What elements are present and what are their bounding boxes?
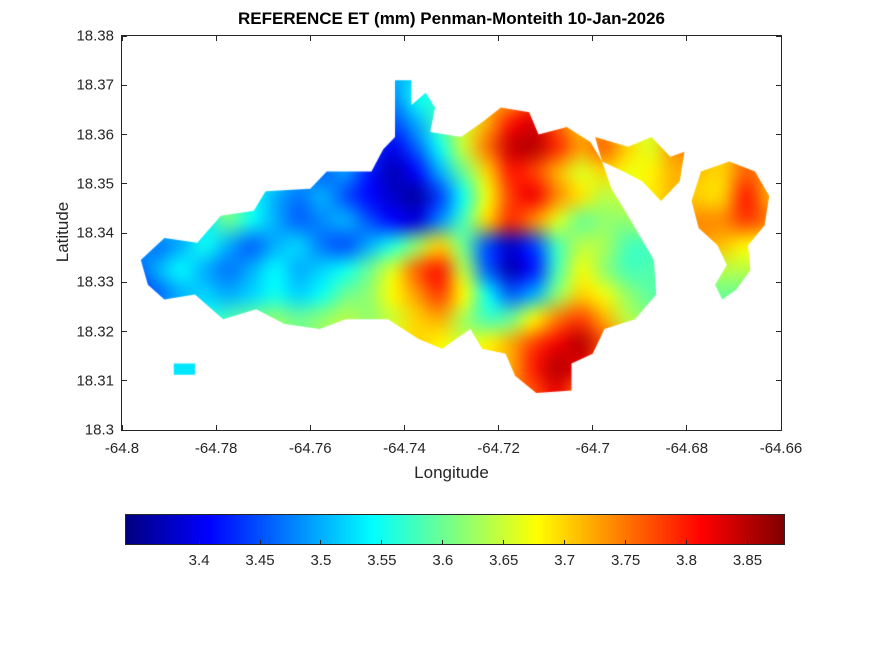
y-tick-mark <box>776 183 781 185</box>
colorbar-tick-label: 3.65 <box>489 552 519 569</box>
colorbar-tick-label: 3.4 <box>188 552 210 569</box>
colorbar-tick-label: 3.6 <box>432 552 454 569</box>
x-tick-label: -64.66 <box>759 440 803 457</box>
colorbar-tick-mark <box>198 540 200 544</box>
colorbar-canvas <box>126 515 784 544</box>
y-tick-mark <box>776 281 781 283</box>
colorbar-tick-label: 3.85 <box>732 552 763 569</box>
colorbar-tick-mark <box>746 540 748 544</box>
x-tick-label: -64.68 <box>665 440 709 457</box>
y-tick-mark <box>776 84 781 86</box>
x-tick-label: -64.76 <box>289 440 332 457</box>
colorbar-tick-label: 3.45 <box>245 552 275 569</box>
y-tick-mark <box>122 183 127 185</box>
y-tick-mark <box>122 281 127 283</box>
colorbar-tick-mark <box>320 540 322 544</box>
x-tick-mark <box>309 425 311 430</box>
y-tick-label: 18.3 <box>84 421 114 439</box>
colorbar-tick-mark <box>686 540 688 544</box>
x-tick-label: -64.7 <box>575 440 610 457</box>
y-tick-mark <box>122 35 127 37</box>
chart-title: REFERENCE ET (mm) Penman-Monteith 10-Jan… <box>238 9 665 28</box>
x-axis-label: Longitude <box>414 463 489 482</box>
y-tick-mark <box>122 380 127 382</box>
x-tick-mark <box>498 36 500 41</box>
y-tick-label: 18.32 <box>76 323 114 340</box>
colorbar-tick-label: 3.55 <box>367 552 397 569</box>
y-tick-label: 18.31 <box>76 372 114 390</box>
y-tick-mark <box>122 232 127 234</box>
colorbar-tick-label: 3.7 <box>554 552 576 569</box>
colorbar <box>125 514 785 545</box>
x-tick-mark <box>498 425 500 430</box>
y-tick-label: 18.35 <box>76 175 114 193</box>
colorbar-tick-label: 3.75 <box>610 552 641 569</box>
x-tick-mark <box>121 36 123 41</box>
x-tick-mark <box>403 36 405 41</box>
y-tick-mark <box>776 232 781 234</box>
y-tick-label: 18.37 <box>76 76 114 94</box>
colorbar-tick-mark <box>259 540 261 544</box>
colorbar-tick-mark <box>381 540 383 544</box>
x-tick-mark <box>686 425 688 430</box>
x-tick-mark <box>215 425 217 430</box>
y-tick-label: 18.33 <box>76 273 114 291</box>
y-tick-mark <box>776 331 781 332</box>
y-tick-mark <box>122 429 127 431</box>
colorbar-tick-mark <box>503 540 505 544</box>
x-tick-label: -64.72 <box>477 440 520 457</box>
y-tick-mark <box>122 331 127 332</box>
colorbar-tick-label: 3.5 <box>310 552 332 569</box>
x-tick-mark <box>309 36 311 41</box>
x-tick-mark <box>686 36 688 41</box>
x-tick-label: -64.78 <box>194 440 238 457</box>
x-tick-mark <box>403 425 405 430</box>
y-tick-mark <box>776 134 781 135</box>
x-tick-mark <box>592 425 594 430</box>
x-tick-mark <box>780 36 782 41</box>
x-tick-mark <box>121 425 123 430</box>
plot-area <box>121 35 782 431</box>
y-tick-label: 18.36 <box>76 126 114 143</box>
heatmap-canvas <box>122 36 781 430</box>
colorbar-tick-mark <box>625 540 627 544</box>
x-tick-mark <box>215 36 217 41</box>
y-tick-mark <box>776 429 781 431</box>
y-tick-label: 18.34 <box>76 224 114 242</box>
colorbar-tick-mark <box>442 540 444 544</box>
y-tick-mark <box>776 380 781 382</box>
x-tick-mark <box>780 425 782 430</box>
x-tick-label: -64.8 <box>104 440 140 457</box>
y-tick-mark <box>122 134 127 135</box>
y-tick-mark <box>122 84 127 86</box>
colorbar-tick-label: 3.8 <box>676 552 697 569</box>
x-tick-mark <box>592 36 594 41</box>
colorbar-tick-mark <box>564 540 566 544</box>
y-tick-mark <box>776 35 781 37</box>
x-tick-label: -64.74 <box>383 440 426 457</box>
y-tick-label: 18.38 <box>76 27 114 45</box>
